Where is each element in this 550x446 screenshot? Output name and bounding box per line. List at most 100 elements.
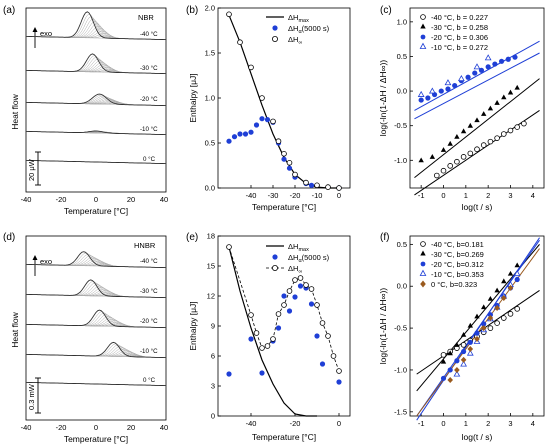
data-point bbox=[308, 286, 315, 292]
data-point bbox=[281, 156, 287, 162]
legend-marker bbox=[271, 264, 278, 271]
x-tick-label: 4 bbox=[531, 191, 535, 200]
data-point bbox=[447, 350, 453, 356]
legend-marker bbox=[420, 241, 426, 247]
data-point bbox=[336, 185, 342, 191]
panel-a: (a) NBR exo -40 °C -30 °C -20 °C -10 °C … bbox=[3, 5, 168, 216]
data-point bbox=[286, 288, 293, 294]
data-point bbox=[474, 146, 480, 153]
data-point bbox=[440, 167, 447, 174]
legend-marker bbox=[420, 23, 426, 29]
data-point bbox=[438, 88, 444, 94]
data-point bbox=[440, 375, 447, 381]
panel-b-label: (b) bbox=[186, 5, 198, 16]
data-point bbox=[237, 131, 243, 137]
data-point bbox=[292, 294, 298, 300]
data-point bbox=[440, 147, 447, 152]
y-tick-label: -1.0 bbox=[394, 365, 407, 374]
panel-e-label: (e) bbox=[186, 232, 198, 243]
curve-label: -30 °C bbox=[140, 288, 158, 295]
data-point bbox=[425, 95, 431, 101]
data-point bbox=[248, 312, 254, 318]
data-point bbox=[501, 278, 507, 284]
x-tick-label: -10 bbox=[312, 191, 323, 200]
panel-f-legend: -40 °C, b=0.181 -30 °C, b=0.269 -20 °C, … bbox=[419, 240, 484, 289]
data-point bbox=[440, 352, 447, 358]
legend-label: ΔH∞ bbox=[288, 35, 302, 46]
x-tick-label: -20 bbox=[56, 423, 67, 432]
x-tick-label: 0 bbox=[337, 191, 341, 200]
data-point bbox=[481, 111, 487, 116]
x-tick-label: 0 bbox=[441, 191, 445, 200]
panel-f-plot: -1 0 1 2 3 4 -1.5 -1.0 -0.5 0.0 0.5 bbox=[394, 237, 540, 428]
panel-f-frame bbox=[409, 235, 545, 417]
y-tick-label: 1.5 bbox=[205, 49, 215, 58]
data-point bbox=[480, 325, 487, 332]
data-point bbox=[319, 320, 326, 326]
data-point bbox=[494, 100, 500, 105]
heat-flow-curve bbox=[26, 93, 166, 107]
x-axis-label: log(t / s) bbox=[462, 432, 493, 442]
data-point bbox=[454, 133, 460, 139]
data-point bbox=[460, 342, 467, 348]
data-point bbox=[286, 160, 293, 166]
data-point bbox=[447, 140, 453, 146]
x-tick-label: -40 bbox=[21, 423, 32, 432]
data-point bbox=[292, 171, 298, 178]
data-point bbox=[308, 182, 315, 188]
data-point bbox=[248, 64, 254, 71]
y-tick-label: 3 bbox=[211, 382, 215, 391]
legend-label: -10 °C, b=0.353 bbox=[431, 270, 484, 279]
data-point bbox=[275, 311, 282, 317]
x-axis-label: Temperature [°C] bbox=[64, 206, 128, 216]
data-point bbox=[487, 312, 493, 318]
y-tick-label: 0.5 bbox=[205, 139, 215, 148]
legend-marker bbox=[272, 254, 278, 260]
panel-f: (f) -1 0 1 2 3 4 -1.5 -1.0 -0.5 0.0 0.5 -40 °C, b=… bbox=[378, 232, 545, 442]
panel-b-plot: -40 -30 -20 -10 0 0.0 0.5 1.0 1.5 2.0 bbox=[205, 4, 342, 200]
curve-label: -20 °C bbox=[140, 96, 158, 103]
data-point bbox=[494, 320, 500, 326]
curve-label: -10 °C bbox=[140, 126, 158, 133]
data-point bbox=[487, 138, 494, 145]
x-axis-label: Temperature [°C] bbox=[64, 434, 128, 444]
data-point bbox=[514, 276, 520, 283]
data-point bbox=[507, 284, 514, 291]
y-tick-label: 0.0 bbox=[397, 282, 407, 291]
data-point bbox=[465, 74, 471, 80]
heat-flow-curve bbox=[26, 130, 166, 136]
data-point bbox=[501, 294, 507, 301]
panel-f-label: (f) bbox=[380, 232, 389, 243]
x-tick-label: 0 bbox=[441, 419, 445, 428]
legend-marker bbox=[271, 36, 278, 43]
data-point bbox=[275, 325, 282, 331]
fit-line bbox=[414, 52, 540, 120]
panel-a-curves bbox=[26, 11, 166, 165]
panel-c: (c) -1 0 1 2 3 4 -1.0 -0.5 0.0 0.5 1.0 -40 °C, b =… bbox=[378, 5, 545, 212]
curve-label: -10 °C bbox=[140, 348, 158, 355]
data-point bbox=[452, 82, 458, 89]
data-point bbox=[445, 86, 451, 92]
data-point bbox=[454, 342, 460, 347]
fit-line bbox=[416, 237, 540, 421]
panel-d: (d) HNBR exo -40 °C -30 °C -20 °C -10 °C… bbox=[3, 232, 168, 444]
x-tick-label: -40 bbox=[246, 419, 257, 428]
x-tick-label: -1 bbox=[418, 191, 425, 200]
y-tick-label: 2.0 bbox=[205, 4, 215, 13]
legend-label: -10 °C, b = 0.272 bbox=[431, 43, 488, 52]
data-point bbox=[513, 270, 521, 277]
data-point bbox=[460, 154, 467, 160]
scale-bar-label: 20 μW bbox=[27, 158, 36, 181]
fit-line bbox=[414, 110, 540, 196]
data-point bbox=[325, 184, 331, 190]
panel-a-frame bbox=[25, 7, 167, 193]
legend-label: ΔHmax bbox=[288, 242, 309, 253]
x-tick-label: -20 bbox=[56, 195, 67, 204]
panel-e-plot: -40 -20 0 0 3 6 9 12 15 18 bbox=[207, 232, 342, 428]
x-tick-label: 0 bbox=[94, 423, 98, 432]
data-point bbox=[494, 135, 500, 141]
panel-d-material: HNBR bbox=[134, 241, 156, 250]
legend-label: 0 °C, b=0.323 bbox=[431, 280, 477, 289]
y-tick-label: 0 bbox=[211, 412, 215, 421]
legend-marker bbox=[419, 269, 427, 276]
